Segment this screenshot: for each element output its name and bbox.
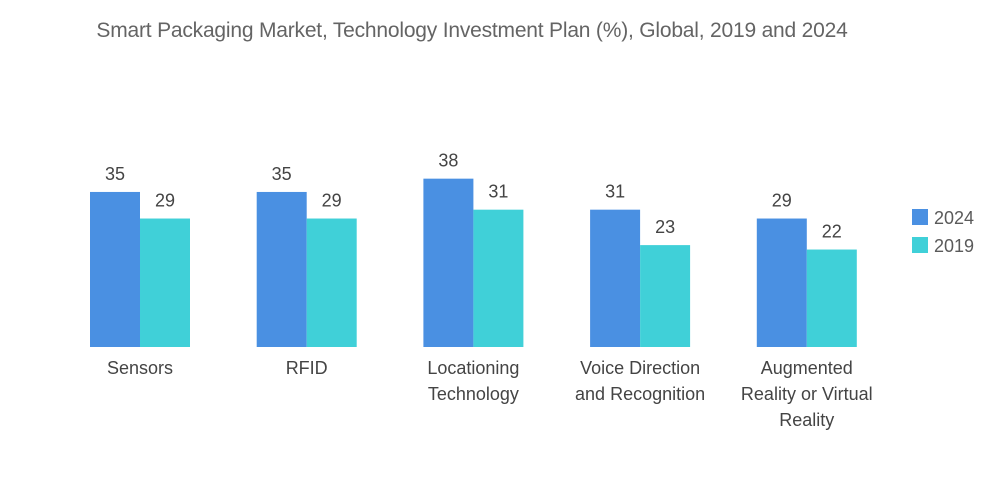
- category-label: and Recognition: [575, 384, 705, 404]
- legend-swatch-2019: [912, 237, 928, 253]
- category-label: Reality: [779, 410, 834, 430]
- data-label: 29: [322, 191, 342, 211]
- data-label: 29: [772, 191, 792, 211]
- data-label: 35: [272, 164, 292, 184]
- bar-2024-2: [423, 178, 474, 347]
- category-label: Locationing: [427, 358, 519, 378]
- data-label: 38: [438, 151, 458, 171]
- category-label: RFID: [286, 358, 328, 378]
- category-label: Voice Direction: [580, 358, 700, 378]
- chart-title: Smart Packaging Market, Technology Inves…: [96, 19, 848, 42]
- data-label: 35: [105, 164, 125, 184]
- legend-label: 2024: [934, 208, 974, 228]
- legend-swatch-2024: [912, 209, 928, 225]
- data-label: 29: [155, 191, 175, 211]
- bar-2019-1: [306, 218, 357, 347]
- data-label: 23: [655, 217, 675, 237]
- data-label: 31: [488, 182, 508, 202]
- bar-2024-0: [90, 191, 140, 347]
- category-label: Reality or Virtual: [741, 384, 873, 404]
- data-label: 22: [822, 222, 842, 242]
- bar-2024-3: [590, 209, 641, 347]
- category-label: Technology: [428, 384, 519, 404]
- bar-2019-3: [640, 245, 691, 347]
- bar-2019-0: [140, 218, 190, 347]
- category-label: Augmented: [761, 358, 853, 378]
- bar-2024-1: [256, 191, 307, 347]
- bar-2019-2: [473, 209, 524, 347]
- bar-2019-4: [806, 249, 857, 347]
- legend-label: 2019: [934, 236, 974, 256]
- data-label: 31: [605, 182, 625, 202]
- bar-2024-4: [756, 218, 807, 347]
- category-label: Sensors: [107, 358, 173, 378]
